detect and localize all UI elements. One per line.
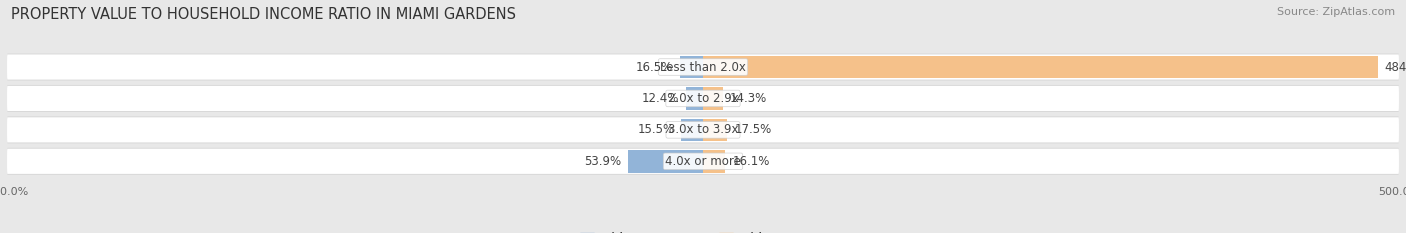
FancyBboxPatch shape [7,116,1399,143]
Bar [703,87,723,110]
Bar [703,150,725,173]
Text: 12.4%: 12.4% [641,92,679,105]
Bar [686,87,703,110]
Text: Less than 2.0x: Less than 2.0x [659,61,747,74]
Text: 484.8%: 484.8% [1385,61,1406,74]
Text: 4.0x or more: 4.0x or more [665,155,741,168]
FancyBboxPatch shape [7,55,1399,80]
Text: 53.9%: 53.9% [583,155,621,168]
Bar [628,150,703,173]
Text: 17.5%: 17.5% [734,123,772,136]
Bar [703,56,1378,78]
Text: 14.3%: 14.3% [730,92,768,105]
FancyBboxPatch shape [7,86,1399,111]
Text: PROPERTY VALUE TO HOUSEHOLD INCOME RATIO IN MIAMI GARDENS: PROPERTY VALUE TO HOUSEHOLD INCOME RATIO… [11,7,516,22]
Legend: Without Mortgage, With Mortgage: Without Mortgage, With Mortgage [575,228,831,233]
Text: 3.0x to 3.9x: 3.0x to 3.9x [668,123,738,136]
Text: 15.5%: 15.5% [637,123,675,136]
Text: Source: ZipAtlas.com: Source: ZipAtlas.com [1277,7,1395,17]
Text: 16.1%: 16.1% [733,155,769,168]
Bar [682,119,703,141]
Bar [703,119,727,141]
FancyBboxPatch shape [7,149,1399,174]
FancyBboxPatch shape [7,117,1399,142]
Bar [681,56,703,78]
FancyBboxPatch shape [7,148,1399,175]
Text: 2.0x to 2.9x: 2.0x to 2.9x [668,92,738,105]
Text: 16.5%: 16.5% [636,61,673,74]
FancyBboxPatch shape [7,85,1399,112]
FancyBboxPatch shape [7,54,1399,81]
